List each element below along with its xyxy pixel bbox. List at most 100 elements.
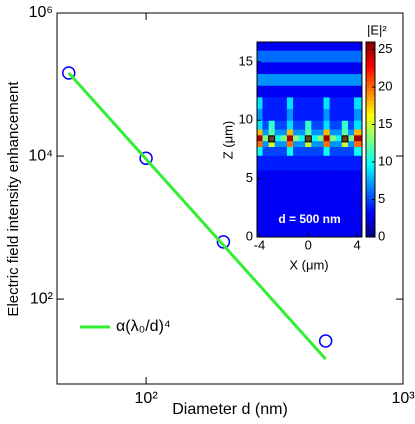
heatmap-cell <box>329 61 337 75</box>
heatmap-cell <box>286 85 294 98</box>
heatmap-cell <box>335 73 343 86</box>
heatmap-cell <box>323 134 331 142</box>
colorbar-swatch <box>366 152 375 157</box>
colorbar-swatch <box>366 58 375 62</box>
heatmap-cell <box>293 134 300 142</box>
heatmap-cell <box>335 85 343 98</box>
heatmap-cell <box>311 128 318 136</box>
heatmap-cell <box>329 128 337 136</box>
heatmap-cell <box>347 134 355 142</box>
heatmap-cell <box>262 140 270 148</box>
data-point <box>216 235 231 249</box>
heatmap-cell <box>274 108 282 121</box>
heatmap-cell <box>323 120 331 130</box>
colorbar-swatch <box>366 133 375 137</box>
heatmap-cell <box>329 190 337 215</box>
colorbar-swatch <box>366 188 375 192</box>
heatmap-cell <box>341 146 349 156</box>
heatmap-cell <box>280 190 288 215</box>
heatmap-cell <box>262 134 270 142</box>
colorbar-swatch <box>366 217 375 222</box>
heatmap-cell <box>268 50 276 63</box>
heatmap-cell <box>329 213 337 237</box>
heatmap-cell <box>317 146 325 156</box>
heatmap-cell <box>354 134 362 142</box>
heatmap-cell <box>299 120 306 130</box>
heatmap-cell <box>274 85 282 98</box>
heatmap-cell <box>341 190 349 215</box>
heatmap-cell <box>354 146 362 156</box>
heatmap-cell <box>305 85 312 98</box>
colorbar-swatch <box>366 55 375 59</box>
heatmap-cell <box>311 213 318 237</box>
heatmap-cell <box>293 213 300 237</box>
heatmap-cell <box>317 134 325 142</box>
heatmap-cell <box>299 42 306 51</box>
colorbar-tick-label: 25 <box>378 41 392 56</box>
heatmap-cell <box>317 50 325 63</box>
heatmap-cell <box>257 146 263 156</box>
heatmap-cell <box>329 155 337 171</box>
heatmap-cell <box>257 134 263 142</box>
heatmap-cell <box>311 155 318 171</box>
colorbar-tick-label: 15 <box>378 116 392 131</box>
colorbar-swatch <box>366 110 375 114</box>
heatmap-cell <box>341 213 349 237</box>
heatmap-cell <box>286 155 294 171</box>
heatmap-cell <box>347 50 355 63</box>
colorbar-swatch <box>366 146 375 150</box>
data-point <box>318 334 333 348</box>
heatmap-cell <box>257 120 263 130</box>
heatmap-cell <box>341 155 349 171</box>
heatmap-cell <box>317 128 325 136</box>
heatmap-cell <box>268 128 276 136</box>
heatmap-cell <box>317 190 325 215</box>
colorbar-swatch <box>366 181 375 186</box>
colorbar-tick-label: 10 <box>378 153 392 168</box>
colorbar-swatch <box>366 178 375 183</box>
colorbar-swatch <box>366 175 375 179</box>
heatmap-cell <box>311 134 318 142</box>
colorbar-swatch <box>366 191 375 196</box>
heatmap-cell <box>299 73 306 86</box>
heatmap-cell <box>329 146 337 156</box>
heatmap-cell <box>262 213 270 237</box>
inset-x-tick-label: 0 <box>305 237 312 252</box>
heatmap-cell <box>347 73 355 86</box>
heatmap-cell <box>347 169 355 191</box>
colorbar-swatch <box>366 155 375 160</box>
heatmap-cell <box>262 120 270 130</box>
heatmap-cell <box>323 50 331 63</box>
heatmap-cell <box>329 50 337 63</box>
heatmap-cell <box>274 120 282 130</box>
heatmap-cell <box>280 61 288 75</box>
heatmap-cell <box>286 146 294 156</box>
heatmap-cell <box>268 169 276 191</box>
colorbar-swatch <box>366 172 375 176</box>
colorbar-swatch <box>366 120 375 124</box>
particle <box>304 135 312 143</box>
heatmap-cell <box>257 50 263 63</box>
heatmap-cell <box>257 213 263 237</box>
heatmap-cell <box>311 190 318 215</box>
heatmap-cell <box>305 96 312 110</box>
colorbar-swatch <box>366 159 375 163</box>
heatmap-cell <box>293 190 300 215</box>
heatmap-cell <box>323 85 331 98</box>
x-axis-title: Diameter d (nm) <box>172 401 288 418</box>
heatmap-cell <box>311 73 318 86</box>
heatmap-cell <box>354 120 362 130</box>
colorbar-swatch <box>366 129 375 134</box>
heatmap-cell <box>347 120 355 130</box>
y-axis-title: Electric field intensity enhancement <box>5 81 22 317</box>
colorbar-swatch <box>366 139 375 144</box>
heatmap-cell <box>335 140 343 148</box>
heatmap-cell <box>299 146 306 156</box>
heatmap-cell <box>317 96 325 110</box>
heatmap-cell <box>347 155 355 171</box>
heatmap-cell <box>354 42 362 51</box>
heatmap-cell <box>274 50 282 63</box>
inset-frame <box>256 41 363 238</box>
heatmap-cell <box>335 120 343 130</box>
